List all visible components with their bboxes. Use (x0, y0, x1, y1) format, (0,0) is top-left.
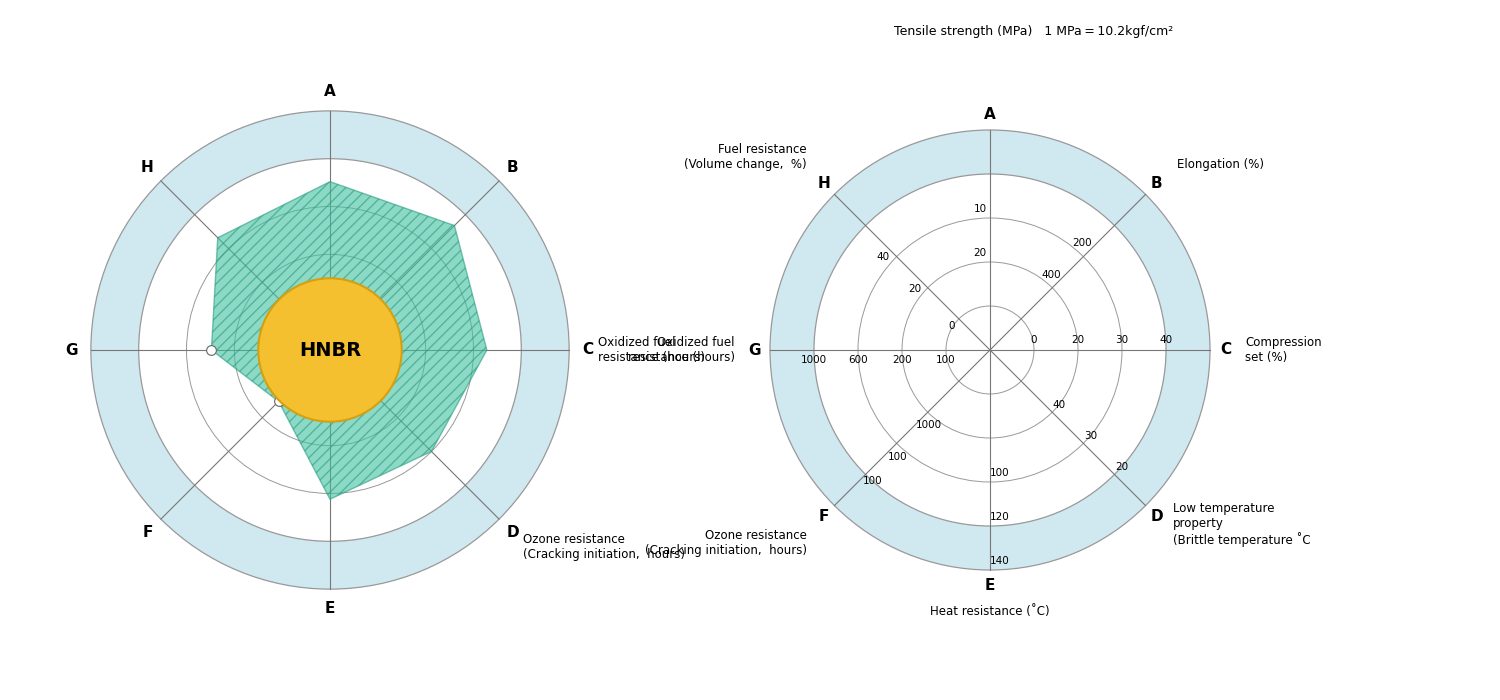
Text: 30: 30 (1084, 431, 1096, 441)
Text: 200: 200 (892, 355, 912, 365)
Text: 200: 200 (1072, 239, 1092, 248)
Text: 10: 10 (974, 204, 987, 214)
Text: E: E (986, 578, 994, 593)
Text: 100: 100 (936, 355, 956, 365)
Text: 40: 40 (878, 253, 890, 262)
Text: 400: 400 (1041, 270, 1062, 279)
Text: 20: 20 (974, 248, 987, 258)
Text: Low temperature
property
(Brittle temperature ˚C: Low temperature property (Brittle temper… (1173, 501, 1311, 547)
Text: B: B (507, 160, 519, 175)
Text: 1000: 1000 (801, 355, 826, 365)
Text: A: A (984, 107, 996, 122)
Text: 20: 20 (1114, 463, 1128, 473)
Text: Fuel resistance
(Volume change,  %): Fuel resistance (Volume change, %) (684, 144, 807, 172)
Text: H: H (141, 160, 154, 175)
Text: 20: 20 (908, 284, 921, 293)
Text: G: G (748, 342, 760, 358)
Text: 140: 140 (990, 556, 1010, 566)
Text: 30: 30 (1116, 335, 1128, 345)
Text: C: C (1220, 342, 1232, 358)
Text: Tensile strength (MPa)   1 MPa = 10.2kgf/cm²: Tensile strength (MPa) 1 MPa = 10.2kgf/c… (894, 25, 1173, 38)
Text: 40: 40 (1053, 400, 1066, 410)
Text: Compression
set (%): Compression set (%) (1245, 336, 1322, 364)
Text: D: D (507, 525, 519, 540)
Text: Ozone resistance
(Cracking initiation,  hours): Ozone resistance (Cracking initiation, h… (524, 533, 686, 561)
Text: 1000: 1000 (915, 421, 942, 430)
Text: H: H (818, 176, 830, 191)
Text: 100: 100 (888, 452, 908, 461)
Text: Oxidized fuel
resistance (hours): Oxidized fuel resistance (hours) (628, 336, 735, 364)
Text: E: E (326, 601, 334, 616)
Text: Oxidized fuel
resistance (hours): Oxidized fuel resistance (hours) (598, 336, 705, 364)
Circle shape (92, 111, 568, 589)
Text: Elongation (%): Elongation (%) (1178, 158, 1264, 172)
Text: 120: 120 (990, 512, 1010, 522)
Text: A: A (324, 84, 336, 99)
Text: B: B (1150, 176, 1162, 191)
Text: F: F (819, 509, 828, 524)
Polygon shape (211, 182, 488, 499)
Text: 40: 40 (1160, 335, 1173, 345)
Text: Ozone resistance
(Cracking initiation,  hours): Ozone resistance (Cracking initiation, h… (645, 528, 807, 556)
Circle shape (258, 279, 402, 421)
Text: F: F (142, 525, 153, 540)
Text: 20: 20 (1071, 335, 1084, 345)
Text: 100: 100 (990, 468, 1010, 478)
Text: HNBR: HNBR (298, 340, 362, 360)
Circle shape (815, 174, 1166, 526)
Text: D: D (1150, 509, 1162, 524)
Circle shape (138, 159, 522, 541)
Text: 0: 0 (948, 321, 956, 331)
Text: G: G (66, 342, 78, 358)
Text: 0: 0 (1030, 335, 1038, 345)
Text: 600: 600 (847, 355, 868, 365)
Text: Heat resistance (˚C): Heat resistance (˚C) (930, 606, 1050, 618)
Circle shape (770, 130, 1210, 570)
Text: 100: 100 (862, 477, 882, 486)
Text: C: C (582, 342, 594, 358)
